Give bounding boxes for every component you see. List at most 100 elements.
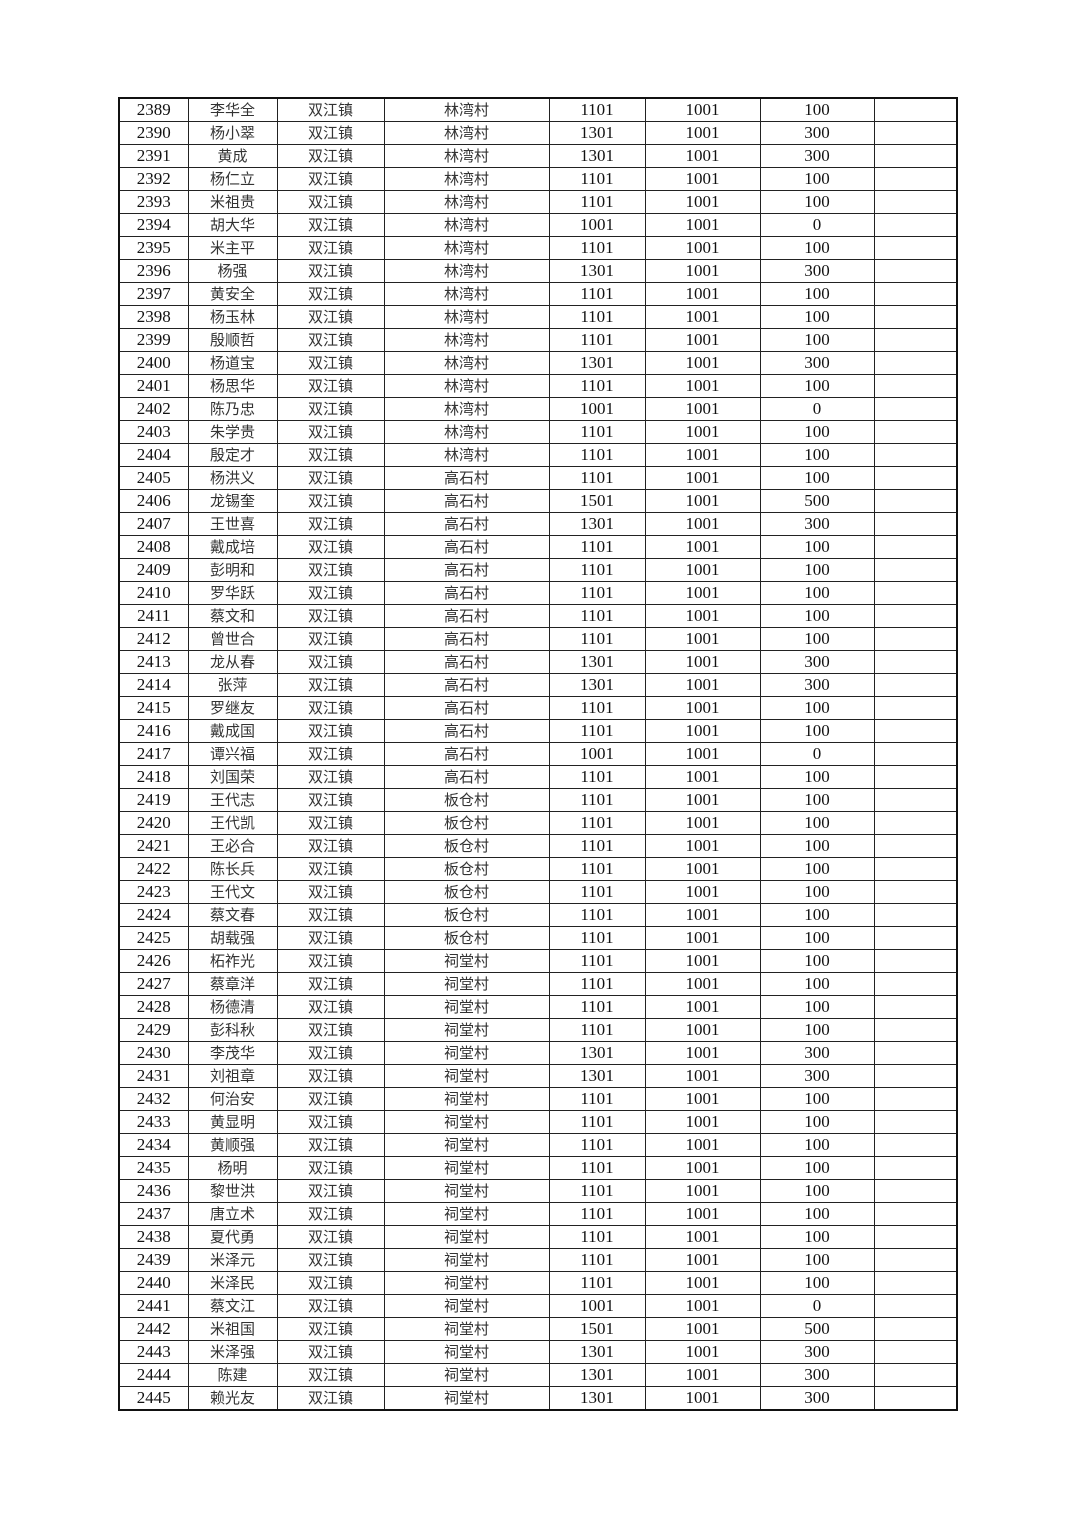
cell-remark [873,489,958,513]
cell-code-a: 1101 [548,581,646,605]
cell-town: 双江镇 [276,282,385,306]
cell-village: 祠堂村 [383,995,550,1019]
cell-amount: 300 [759,1064,875,1088]
cell-name: 胡大华 [187,213,278,237]
cell-code-b: 1001 [644,1271,761,1295]
cell-code-a: 1101 [548,719,646,743]
cell-code-b: 1001 [644,673,761,697]
table-row: 2445 赖光友 双江镇 祠堂村 1301 1001 300 [118,1386,958,1411]
cell-remark [873,236,958,260]
cell-code-a: 1101 [548,374,646,398]
cell-code-b: 1001 [644,1110,761,1134]
cell-serial-number: 2400 [118,351,189,375]
cell-serial-number: 2429 [118,1018,189,1042]
cell-remark [873,995,958,1019]
cell-code-b: 1001 [644,1317,761,1341]
cell-amount: 100 [759,581,875,605]
cell-remark [873,351,958,375]
cell-town: 双江镇 [276,190,385,214]
cell-remark [873,420,958,444]
table-row: 2411 蔡文和 双江镇 高石村 1101 1001 100 [118,604,958,628]
cell-code-b: 1001 [644,1018,761,1042]
cell-village: 林湾村 [383,374,550,398]
cell-amount: 100 [759,995,875,1019]
cell-code-b: 1001 [644,236,761,260]
cell-remark [873,604,958,628]
cell-village: 高石村 [383,673,550,697]
cell-remark [873,765,958,789]
cell-name: 刘祖章 [187,1064,278,1088]
table-row: 2432 何治安 双江镇 祠堂村 1101 1001 100 [118,1087,958,1111]
cell-code-a: 1301 [548,351,646,375]
cell-code-a: 1101 [548,765,646,789]
cell-code-a: 1301 [548,1064,646,1088]
cell-village: 祠堂村 [383,1317,550,1341]
cell-code-b: 1001 [644,328,761,352]
cell-town: 双江镇 [276,834,385,858]
cell-remark [873,512,958,536]
cell-town: 双江镇 [276,374,385,398]
cell-village: 林湾村 [383,259,550,283]
cell-remark [873,581,958,605]
cell-village: 林湾村 [383,121,550,145]
cell-village: 高石村 [383,466,550,490]
cell-amount: 100 [759,328,875,352]
table-row: 2389 李华全 双江镇 林湾村 1101 1001 100 [118,97,958,122]
cell-amount: 300 [759,144,875,168]
cell-village: 祠堂村 [383,1340,550,1364]
cell-name: 杨玉林 [187,305,278,329]
cell-name: 殷定才 [187,443,278,467]
cell-code-b: 1001 [644,1248,761,1272]
cell-name: 杨仁立 [187,167,278,191]
cell-amount: 100 [759,97,875,122]
cell-code-a: 1001 [548,742,646,766]
cell-town: 双江镇 [276,236,385,260]
cell-name: 黄成 [187,144,278,168]
cell-code-a: 1101 [548,788,646,812]
cell-village: 祠堂村 [383,1271,550,1295]
table-row: 2437 唐立术 双江镇 祠堂村 1101 1001 100 [118,1202,958,1226]
cell-town: 双江镇 [276,696,385,720]
cell-amount: 100 [759,374,875,398]
cell-name: 王代凯 [187,811,278,835]
cell-remark [873,1363,958,1387]
cell-town: 双江镇 [276,351,385,375]
cell-serial-number: 2434 [118,1133,189,1157]
cell-remark [873,397,958,421]
cell-name: 杨道宝 [187,351,278,375]
cell-amount: 100 [759,1202,875,1226]
cell-serial-number: 2406 [118,489,189,513]
cell-remark [873,466,958,490]
table-row: 2435 杨明 双江镇 祠堂村 1101 1001 100 [118,1156,958,1180]
cell-code-b: 1001 [644,1041,761,1065]
cell-name: 王代文 [187,880,278,904]
table-row: 2392 杨仁立 双江镇 林湾村 1101 1001 100 [118,167,958,191]
table-row: 2409 彭明和 双江镇 高石村 1101 1001 100 [118,558,958,582]
cell-name: 罗继友 [187,696,278,720]
cell-town: 双江镇 [276,926,385,950]
cell-code-b: 1001 [644,972,761,996]
cell-code-b: 1001 [644,926,761,950]
cell-village: 高石村 [383,581,550,605]
cell-amount: 100 [759,788,875,812]
cell-town: 双江镇 [276,97,385,122]
cell-remark [873,1156,958,1180]
table-row: 2424 蔡文春 双江镇 板仓村 1101 1001 100 [118,903,958,927]
cell-code-a: 1101 [548,466,646,490]
cell-village: 林湾村 [383,305,550,329]
table-row: 2414 张萍 双江镇 高石村 1301 1001 300 [118,673,958,697]
cell-amount: 300 [759,512,875,536]
cell-village: 祠堂村 [383,1041,550,1065]
cell-code-a: 1301 [548,1386,646,1411]
cell-village: 祠堂村 [383,1087,550,1111]
cell-code-a: 1101 [548,1271,646,1295]
cell-code-a: 1101 [548,1133,646,1157]
cell-serial-number: 2435 [118,1156,189,1180]
cell-name: 黄顺强 [187,1133,278,1157]
cell-town: 双江镇 [276,903,385,927]
cell-town: 双江镇 [276,420,385,444]
table-row: 2440 米泽民 双江镇 祠堂村 1101 1001 100 [118,1271,958,1295]
cell-code-b: 1001 [644,880,761,904]
table-row: 2399 殷顺哲 双江镇 林湾村 1101 1001 100 [118,328,958,352]
cell-code-a: 1101 [548,97,646,122]
